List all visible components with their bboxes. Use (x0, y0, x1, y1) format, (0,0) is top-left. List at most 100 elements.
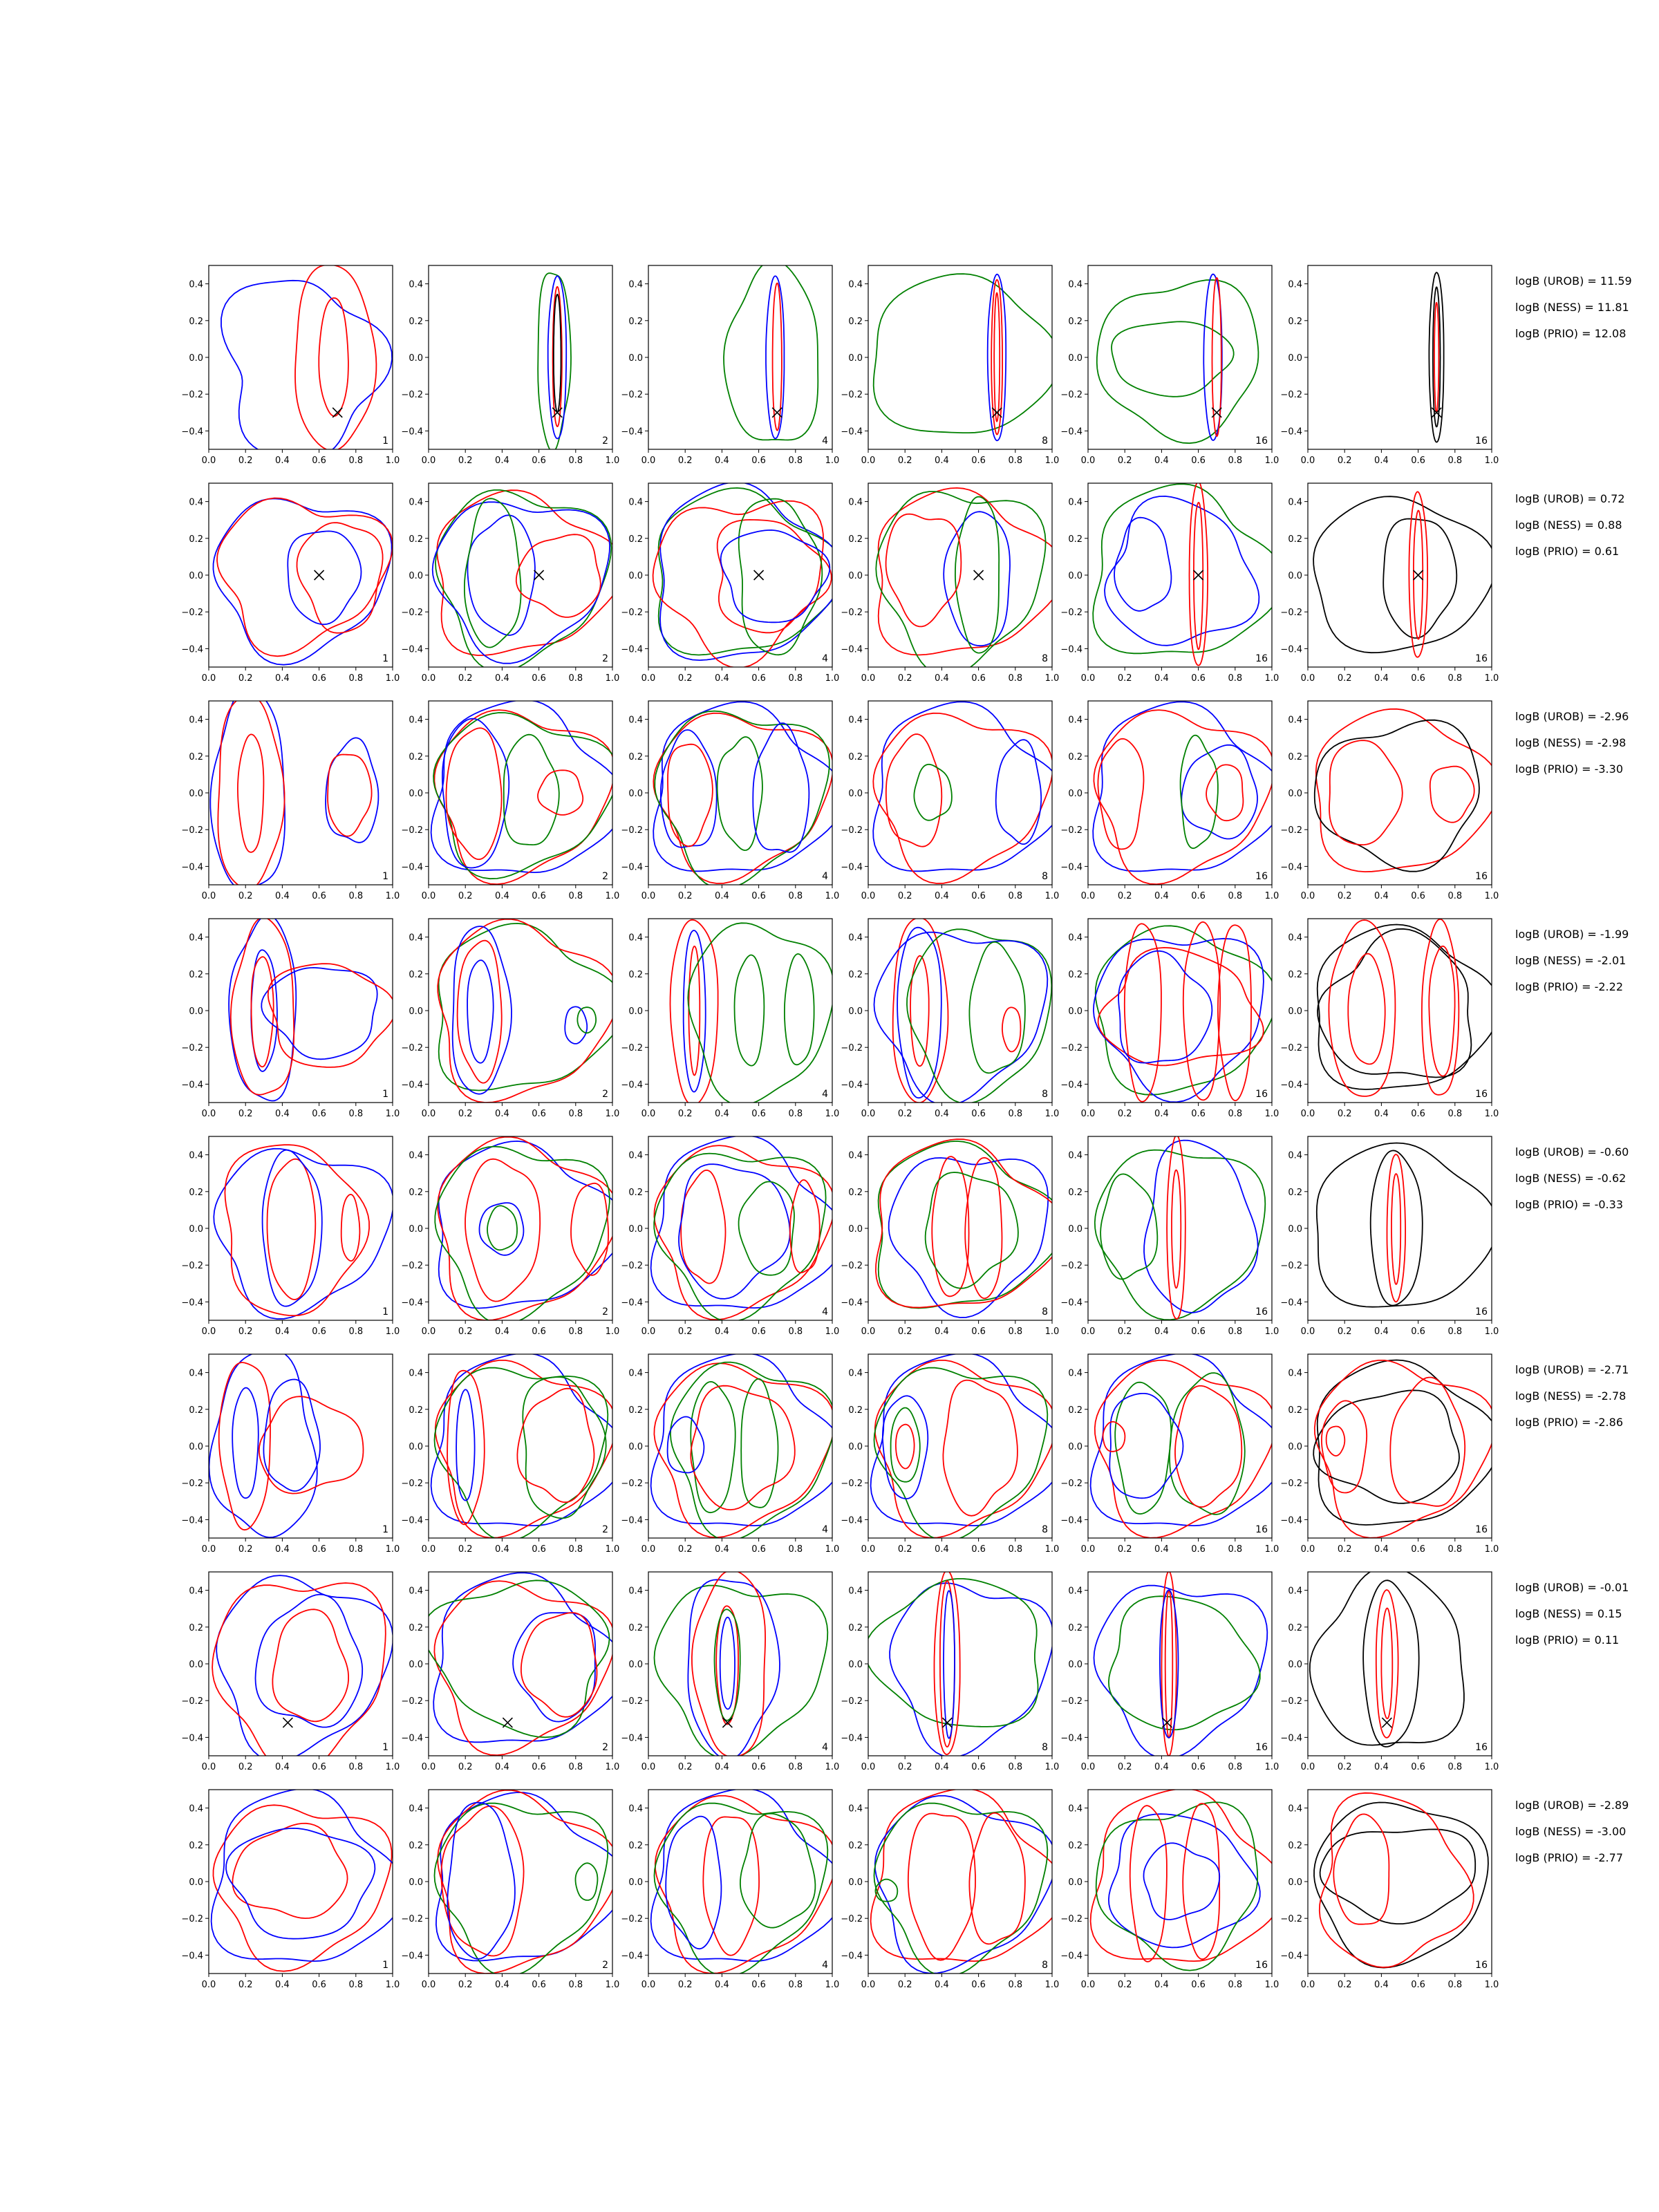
x-tick-label: 1.0 (1265, 456, 1280, 466)
contour-line-red (885, 513, 962, 628)
contour-line-red (1429, 765, 1475, 823)
contour-line-red (910, 955, 930, 1067)
contour-line-blue (986, 273, 1007, 442)
contour-panel: 0.0 0.2 0.4 0.6 0.8 1.0 0.4 0.2 0.0 −0.2 −0.4 1 (181, 1353, 400, 1555)
contour-lines (433, 1790, 612, 1974)
x-tick-label: 0.6 (1411, 891, 1425, 901)
x-tick-label: 1.0 (386, 1109, 400, 1119)
contour-line-green (913, 763, 953, 821)
y-tick-label: 0.0 (1288, 1006, 1302, 1017)
x-tick-label: 0.6 (1411, 1980, 1425, 1990)
contour-line-red (570, 1182, 610, 1276)
panel-sample-label: 2 (602, 1960, 608, 1971)
x-tick-label: 0.2 (238, 1980, 253, 1990)
contour-line-red (436, 489, 612, 657)
contour-line-black (1369, 1150, 1423, 1306)
x-tick-label: 0.6 (971, 891, 986, 901)
y-tick-label: −0.2 (1060, 825, 1082, 836)
contour-panel: 0.0 0.2 0.4 0.6 0.8 1.0 0.4 0.2 0.0 −0.2 −0.4 16 (1060, 1571, 1279, 1772)
contour-line-green (875, 491, 1047, 667)
contour-line-blue (478, 1202, 525, 1256)
logB-annotation: logB (PRIO) = 12.08 (1515, 327, 1626, 340)
y-tick-label: 0.4 (189, 1369, 203, 1379)
contour-line-blue (213, 1147, 393, 1320)
contour-line-red (669, 919, 719, 1103)
x-tick-label: 0.0 (1081, 673, 1096, 684)
x-tick-label: 1.0 (1265, 1544, 1280, 1555)
contour-panel: 0.0 0.2 0.4 0.6 0.8 1.0 0.4 0.2 0.0 −0.2 −0.4 8 (841, 1789, 1059, 1990)
contour-line-blue (874, 1795, 1052, 1974)
x-tick-label: 0.8 (1008, 891, 1022, 901)
x-tick-label: 0.6 (1411, 1109, 1425, 1119)
marker-stroke (771, 407, 782, 418)
x-tick-label: 0.0 (202, 456, 216, 466)
y-tick-label: 0.2 (189, 752, 203, 762)
contour-line-blue (650, 1136, 832, 1309)
contour-line-red (445, 727, 503, 861)
y-tick-label: −0.4 (1060, 1951, 1082, 1961)
contour-line-red (1093, 709, 1272, 885)
y-tick-label: 0.2 (189, 1841, 203, 1851)
figure-row: 0.0 0.2 0.4 0.6 0.8 1.00.40.20.0−0.2−0.410.0 0… (181, 482, 1625, 684)
x-tick-label: 0.4 (935, 1980, 949, 1990)
contour-line-red (1097, 738, 1145, 850)
contour-lines (870, 1354, 1052, 1538)
contour-line-blue (1118, 950, 1213, 1064)
x-tick-label: 0.4 (935, 673, 949, 684)
contour-line-green (429, 1580, 610, 1738)
x-tick-label: 0.0 (1301, 456, 1315, 466)
contour-line-blue (441, 718, 510, 869)
logB-annotation: logB (NESS) = -2.01 (1515, 954, 1626, 967)
contour-line-green (874, 1878, 899, 1902)
x-tick-label: 0.4 (275, 1109, 290, 1119)
x-tick-label: 0.0 (641, 673, 656, 684)
contour-lines (669, 919, 832, 1103)
contour-line-red (895, 1423, 915, 1470)
x-tick-label: 1.0 (606, 1762, 620, 1772)
contour-line-blue (216, 1575, 393, 1756)
contour-panel: 0.0 0.2 0.4 0.6 0.8 1.0 0.4 0.2 0.0 −0.2 −0.4 4 (621, 1353, 839, 1555)
contour-line-red (771, 282, 782, 431)
logB-annotation: logB (NESS) = -3.00 (1515, 1825, 1626, 1838)
y-tick-label: 0.4 (1288, 1369, 1302, 1379)
y-tick-label: 0.4 (848, 280, 863, 290)
contour-lines (650, 1354, 832, 1538)
y-tick-label: −0.2 (401, 825, 423, 836)
contour-line-green (873, 1802, 1049, 1974)
panel-sample-label: 16 (1475, 1960, 1488, 1971)
y-tick-label: −0.2 (1280, 1043, 1302, 1053)
marker-stroke (502, 1717, 513, 1728)
y-tick-label: 0.4 (628, 1804, 643, 1815)
y-tick-label: −0.2 (841, 1261, 863, 1271)
y-tick-label: 0.4 (189, 1586, 203, 1597)
x-tick-label: 0.0 (202, 1109, 216, 1119)
contour-line-blue (765, 275, 785, 440)
x-tick-label: 0.8 (1228, 891, 1242, 901)
contour-line-red (1386, 1154, 1406, 1303)
contour-line-blue (888, 1157, 1049, 1318)
y-tick-label: 0.2 (1068, 1405, 1082, 1416)
y-tick-label: 0.0 (848, 1660, 863, 1670)
x-tick-label: 0.4 (1154, 1980, 1169, 1990)
contour-line-green (873, 1367, 1049, 1538)
panel-sample-label: 4 (822, 1524, 828, 1535)
contour-line-blue (678, 1163, 791, 1300)
y-tick-label: 0.4 (409, 715, 423, 726)
y-tick-label: −0.4 (841, 1733, 863, 1743)
contour-line-red (1389, 1376, 1466, 1507)
x-tick-label: 0.6 (751, 1980, 766, 1990)
y-tick-label: 0.0 (1068, 1660, 1082, 1670)
y-tick-label: 0.2 (848, 317, 863, 327)
marker-stroke (1431, 407, 1442, 418)
contour-panel: 0.0 0.2 0.4 0.6 0.8 1.0 0.4 0.2 0.0 −0.2 −0.4 4 (621, 1571, 839, 1772)
x-tick-label: 1.0 (386, 891, 400, 901)
contour-line-red (236, 733, 265, 853)
x-tick-label: 0.6 (751, 456, 766, 466)
x-tick-label: 0.0 (422, 1762, 436, 1772)
y-tick-label: 0.2 (848, 752, 863, 762)
y-tick-label: −0.4 (841, 1515, 863, 1526)
y-tick-label: 0.2 (189, 534, 203, 545)
y-tick-label: −0.2 (1280, 390, 1302, 400)
contour-line-green (739, 1812, 816, 1929)
y-tick-label: 0.0 (1068, 571, 1082, 581)
